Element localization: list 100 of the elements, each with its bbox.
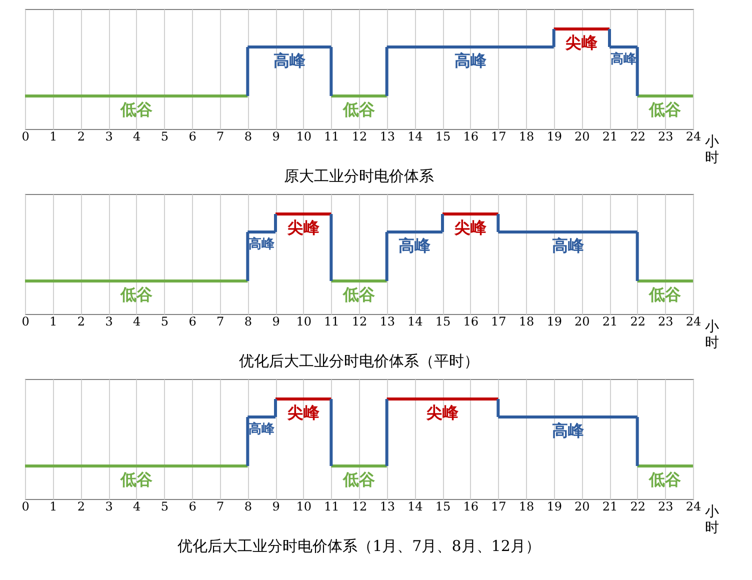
series-label: 低谷	[119, 100, 154, 119]
x-tick-label: 1	[50, 130, 58, 144]
x-tick-label: 8	[244, 314, 252, 328]
x-tick-label: 8	[244, 500, 252, 514]
x-tick-label: 8	[244, 130, 252, 144]
x-tick-label: 5	[160, 500, 168, 514]
x-tick-label: 16	[463, 314, 478, 328]
x-tick-label: 13	[380, 130, 395, 144]
x-tick-label: 20	[574, 314, 590, 328]
x-tick-label: 12	[352, 500, 368, 514]
x-tick-label: 15	[435, 314, 451, 328]
x-tick-label: 17	[491, 314, 506, 328]
series-label: 尖峰	[286, 218, 320, 237]
series-label: 高峰	[552, 236, 585, 255]
x-tick-label: 16	[463, 130, 478, 144]
x-tick-label: 12	[352, 314, 368, 328]
series-label: 高峰	[248, 421, 276, 437]
x-tick-label: 7	[216, 130, 224, 144]
series-label: 尖峰	[426, 403, 460, 422]
x-tick-label: 0	[22, 500, 30, 514]
x-tick-label: 17	[491, 500, 506, 514]
x-tick-label: 18	[518, 130, 534, 144]
x-tick-label: 4	[133, 130, 142, 144]
series-label: 低谷	[119, 285, 154, 304]
series-label: 高峰	[610, 51, 638, 67]
x-tick-label: 1	[50, 314, 58, 328]
x-tick-label: 2	[77, 500, 85, 514]
x-tick-label: 15	[435, 130, 451, 144]
x-tick-label: 20	[574, 500, 590, 514]
x-tick-label: 22	[630, 130, 646, 144]
series-label: 低谷	[342, 470, 376, 489]
x-tick-label: 3	[105, 500, 113, 514]
x-tick-label: 2	[77, 314, 85, 328]
series-label: 高峰	[273, 51, 306, 70]
x-tick-label: 10	[296, 130, 312, 144]
x-tick-label: 3	[105, 314, 113, 328]
x-tick-label: 24	[686, 500, 702, 514]
x-tick-label: 13	[380, 500, 395, 514]
x-tick-label: 5	[160, 314, 168, 328]
series-label: 低谷	[342, 285, 376, 304]
x-tick-label: 21	[602, 314, 618, 328]
text: 优化后大工业分时电价体系（1月、7月、8月、12月）	[178, 537, 540, 555]
series-label: 高峰	[552, 421, 585, 440]
series-label: 低谷	[648, 285, 682, 304]
x-tick-label: 19	[546, 130, 562, 144]
x-tick-label: 24	[686, 130, 702, 144]
x-tick-label: 17	[491, 130, 506, 144]
x-tick-label: 14	[408, 314, 424, 328]
x-tick-label: 18	[518, 500, 534, 514]
x-tick-label: 14	[408, 130, 424, 144]
x-tick-label: 11	[324, 500, 340, 514]
x-tick-label: 22	[630, 314, 646, 328]
x-tick-label: 13	[380, 314, 395, 328]
x-tick-label: 4	[133, 500, 142, 514]
x-tick-label: 7	[216, 500, 224, 514]
x-tick-label: 11	[324, 314, 340, 328]
x-tick-label: 19	[546, 500, 562, 514]
text: 优化后大工业分时电价体系（平时）	[239, 352, 479, 370]
x-tick-label: 23	[658, 130, 674, 144]
x-tick-label: 21	[602, 500, 618, 514]
x-tick-label: 5	[160, 130, 168, 144]
x-tick-label: 3	[105, 130, 113, 144]
x-tick-label: 10	[296, 500, 312, 514]
series-label: 尖峰	[286, 403, 320, 422]
x-tick-label: 7	[216, 314, 224, 328]
x-tick-label: 20	[574, 130, 590, 144]
x-tick-label: 0	[22, 314, 30, 328]
x-tick-label: 4	[133, 314, 142, 328]
x-axis-title: 小时	[705, 504, 719, 536]
x-tick-label: 16	[463, 500, 478, 514]
series-label: 高峰	[454, 51, 488, 70]
x-tick-label: 24	[686, 314, 702, 328]
x-tick-label: 11	[324, 130, 340, 144]
x-tick-label: 6	[188, 500, 196, 514]
series-label: 高峰	[398, 236, 432, 255]
x-axis-title: 小时	[705, 319, 719, 351]
x-tick-label: 23	[658, 500, 674, 514]
x-tick-label: 14	[408, 500, 424, 514]
x-tick-label: 9	[272, 130, 280, 144]
x-tick-label: 0	[22, 130, 30, 144]
x-tick-label: 23	[658, 314, 674, 328]
x-tick-label: 21	[602, 130, 618, 144]
x-tick-label: 18	[518, 314, 534, 328]
series-label: 尖峰	[453, 218, 488, 237]
series-label: 高峰	[248, 236, 276, 252]
series-label: 尖峰	[564, 33, 599, 52]
x-tick-label: 15	[435, 500, 451, 514]
series-label: 低谷	[648, 470, 682, 489]
x-tick-label: 1	[50, 500, 58, 514]
x-axis-title: 小时	[705, 134, 719, 166]
x-tick-label: 6	[188, 314, 196, 328]
x-tick-label: 9	[272, 500, 280, 514]
series-label: 低谷	[648, 100, 682, 119]
x-tick-label: 6	[188, 130, 196, 144]
x-tick-label: 12	[352, 130, 368, 144]
series-label: 低谷	[342, 100, 376, 119]
text: 原大工业分时电价体系	[284, 167, 434, 185]
x-tick-label: 2	[77, 130, 85, 144]
x-tick-label: 19	[546, 314, 562, 328]
x-tick-label: 22	[630, 500, 646, 514]
